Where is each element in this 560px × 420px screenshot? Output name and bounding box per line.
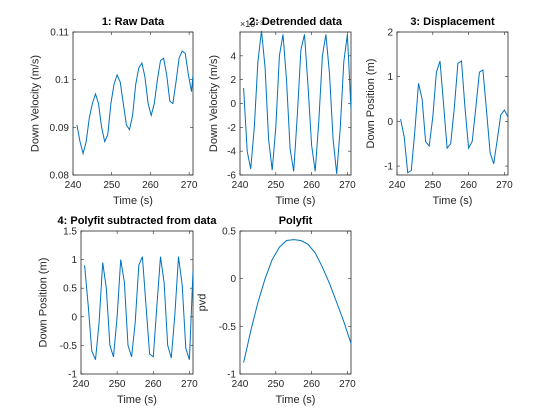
y-tick-label: 0 (230, 99, 236, 110)
y-tick-label: 1.5 (63, 227, 77, 238)
x-tick-label: 250 (267, 379, 284, 390)
x-tick-label: 270 (181, 379, 198, 390)
y-axis-label: Down Velocity (m/s) (30, 55, 42, 152)
y-tick-label: 0.09 (50, 123, 70, 134)
x-tick-label: 270 (339, 180, 356, 191)
y-tick-label: -0.5 (60, 341, 78, 352)
y-tick-label: -4 (227, 147, 236, 158)
x-tick-label: 260 (303, 379, 320, 390)
x-tick-label: 250 (109, 379, 126, 390)
y-tick-label: 0.1 (55, 75, 69, 86)
y-tick-label: 0 (71, 312, 77, 323)
y-tick-label: 0 (387, 117, 393, 128)
x-axis-label: Time (s) (113, 195, 153, 207)
x-tick-label: 240 (73, 379, 90, 390)
y-tick-label: 0 (230, 274, 236, 285)
y-tick-label: 0.5 (222, 227, 236, 238)
subplot-title: 4: Polyfit subtracted from data (58, 215, 218, 227)
y-tick-label: 2 (387, 28, 393, 39)
y-tick-label: -1 (68, 370, 77, 381)
x-axis-label: Time (s) (276, 394, 316, 406)
y-tick-label: 0.08 (50, 171, 70, 182)
series-line (400, 60, 509, 174)
y-tick-label: 1 (71, 255, 77, 266)
series-line (76, 50, 194, 156)
x-tick-label: 270 (181, 180, 198, 191)
axes-frame (72, 31, 194, 176)
x-tick-label: 240 (232, 180, 249, 191)
x-axis-label: Time (s) (117, 394, 157, 406)
y-tick-label: -1 (384, 162, 393, 173)
y-tick-label: -1 (227, 370, 236, 381)
y-tick-label: 0.5 (63, 284, 77, 295)
series-line (84, 256, 194, 360)
x-tick-label: 240 (232, 379, 249, 390)
y-axis-label: Down Position (m) (38, 258, 50, 348)
x-tick-label: 240 (389, 180, 406, 191)
x-tick-label: 250 (103, 180, 120, 191)
x-tick-label: 240 (65, 180, 82, 191)
subplot-title: 1: Raw Data (102, 16, 165, 28)
y-tick-label: 0.11 (50, 28, 69, 39)
axes-frame (396, 31, 509, 176)
subplot-4: 240 250 260 270 -1 -0.5 0 0.5 1 1.54: Polyfit sub… (38, 215, 218, 406)
axes-frame (80, 230, 194, 375)
y-axis-label: Down Velocity (m/s) (208, 55, 220, 152)
subplot-title: 3: Displacement (410, 16, 495, 28)
x-tick-label: 250 (267, 180, 284, 191)
y-axis-label: Down Position (m) (365, 59, 377, 149)
y-tick-label: -0.5 (219, 322, 237, 333)
x-tick-label: 260 (142, 180, 159, 191)
y-tick-label: 4 (230, 51, 236, 62)
y-tick-label: -6 (227, 171, 236, 182)
y-tick-label: -2 (227, 123, 236, 134)
subplot-5: 240 250 260 270 -1 -0.5 0 0.5 Polyfit Time (s) pvd (197, 215, 357, 406)
x-tick-label: 260 (303, 180, 320, 191)
x-tick-label: 250 (424, 180, 441, 191)
x-axis-label: Time (s) (433, 195, 473, 207)
x-tick-label: 260 (460, 180, 477, 191)
axes-frame (239, 230, 352, 375)
subplot-title: Polyfit (279, 215, 313, 227)
y-exponent-label: ×10⁻³ (240, 19, 263, 29)
x-axis-label: Time (s) (276, 195, 316, 207)
y-tick-label: 2 (230, 75, 236, 86)
subplot-title: 2: Detrended data (249, 16, 343, 28)
series-line (243, 30, 352, 174)
y-tick-label: 1 (387, 72, 393, 83)
x-tick-label: 270 (339, 379, 356, 390)
y-axis-label: pvd (197, 294, 209, 312)
x-tick-label: 270 (496, 180, 513, 191)
series-line (243, 239, 352, 363)
x-tick-label: 260 (145, 379, 162, 390)
subplot-1: 240 250 260 270 0.08 0.09 0.1 0.11 1: Raw Data Ti… (30, 16, 198, 207)
subplot-2: 240 250 260 270 -6 -4 -2 0 2 4 2: Detrended data Ti… (208, 16, 356, 207)
subplot-3: 240 250 260 270 -1 0 1 2 3: Displacement Time (s)… (365, 16, 513, 207)
